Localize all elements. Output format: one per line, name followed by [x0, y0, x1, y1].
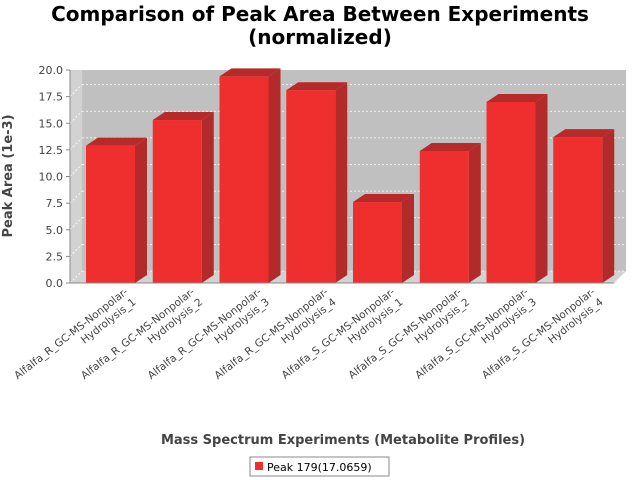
x-tick-label: Alfalfa_R_GC-MS-Nonpolar-Hydrolysis_4	[212, 286, 338, 392]
bar-front	[486, 101, 536, 283]
chart-title-line: Comparison of Peak Area Between Experime…	[51, 2, 589, 26]
gridline-diag	[69, 190, 83, 204]
x-tick-label: Alfalfa_S_GC-MS-Nonpolar-Hydrolysis_4	[480, 286, 606, 392]
x-tick-label: Alfalfa_R_GC-MS-Nonpolar-Hydrolysis_3	[146, 286, 272, 392]
x-tick-label: Alfalfa_R_GC-MS-Nonpolar-Hydrolysis_1	[12, 286, 138, 392]
bar-top	[553, 129, 615, 138]
legend-box	[249, 456, 390, 477]
y-tick-label: 2.5	[46, 250, 64, 263]
bar-front	[553, 137, 603, 283]
bar-side	[602, 129, 615, 283]
bar-top	[486, 93, 548, 102]
y-tick-label: 20.0	[39, 64, 64, 77]
gridline-diag	[69, 84, 83, 97]
bar-front	[152, 120, 202, 284]
chart-title-line: (normalized)	[248, 25, 392, 49]
bar-top	[152, 112, 214, 121]
x-tick-label: Alfalfa_S_GC-MS-Nonpolar-Hydrolysis_2	[346, 286, 472, 392]
bar	[219, 68, 281, 283]
bar	[419, 142, 481, 283]
bar-side	[535, 93, 548, 283]
bar-top	[219, 68, 281, 77]
x-tick-label: Alfalfa_S_GC-MS-Nonpolar-Hydrolysis_3	[413, 286, 539, 392]
bar	[486, 93, 548, 283]
chart-title: Comparison of Peak Area Between Experime…	[51, 2, 589, 49]
bar-side	[135, 137, 147, 283]
gridline-diag	[69, 164, 83, 177]
bar	[152, 112, 214, 284]
legend-swatch	[255, 462, 263, 470]
gridline-diag	[69, 110, 83, 124]
y-tick-label: 7.5	[46, 197, 64, 210]
bar-side	[402, 194, 414, 283]
gridline-diag	[69, 217, 83, 231]
x-axis-label: Mass Spectrum Experiments (Metabolite Pr…	[161, 433, 525, 448]
x-tick-label: Alfalfa_R_GC-MS-Nonpolar-Hydrolysis_2	[79, 286, 205, 392]
bar-side	[335, 82, 348, 283]
y-axis-label: Peak Area (1e-3)	[1, 114, 16, 237]
bar-front	[353, 202, 402, 283]
gridline-diag	[69, 137, 83, 151]
gridline-diag	[69, 57, 83, 71]
legend-label: Peak 179(17.0659)	[267, 461, 372, 474]
y-tick-label: 0.0	[46, 277, 64, 290]
bar	[286, 82, 348, 283]
bar-front	[86, 145, 135, 283]
bar-front	[219, 76, 269, 283]
x-axis: Alfalfa_R_GC-MS-Nonpolar-Hydrolysis_1Alf…	[12, 282, 614, 392]
y-tick-label: 5.0	[46, 224, 64, 237]
y-axis: 0.0 2.5 5.0 7.5 10.0 12.5 15.0 17.5 20.0	[39, 64, 71, 290]
bar-top	[419, 142, 481, 151]
bar	[86, 137, 147, 283]
bar-top	[353, 194, 414, 203]
bar-side	[468, 142, 481, 283]
y-tick-label: 12.5	[39, 144, 64, 157]
plot-left-wall	[70, 70, 82, 283]
bar-front	[419, 150, 469, 283]
bars	[86, 68, 615, 284]
bar-top	[286, 82, 348, 91]
bar-top	[86, 137, 147, 146]
y-tick-label: 10.0	[39, 171, 64, 184]
bar-side	[268, 68, 281, 283]
bar-front	[286, 90, 336, 283]
x-tick-label: Alfalfa_S_GC-MS-Nonpolar-Hydrolysis_1	[280, 286, 406, 392]
gridline-diag	[69, 244, 83, 257]
y-tick-label: 15.0	[39, 117, 64, 130]
bar-side	[201, 112, 214, 284]
gridline-diag	[69, 270, 83, 284]
bar	[553, 129, 615, 283]
legend: Peak 179(17.0659)	[249, 456, 390, 477]
y-tick-label: 17.5	[39, 91, 64, 104]
bar	[353, 194, 414, 283]
